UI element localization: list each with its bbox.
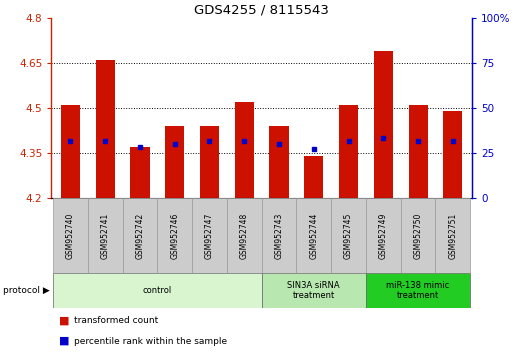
Bar	[297, 198, 331, 273]
Text: SIN3A siRNA
treatment: SIN3A siRNA treatment	[287, 281, 340, 300]
Text: miR-138 mimic
treatment: miR-138 mimic treatment	[386, 281, 450, 300]
Text: protocol ▶: protocol ▶	[3, 286, 49, 295]
Bar	[123, 198, 157, 273]
Text: GSM952740: GSM952740	[66, 212, 75, 259]
Text: GSM952751: GSM952751	[448, 212, 457, 258]
Text: GSM952741: GSM952741	[101, 212, 110, 258]
Bar	[130, 147, 149, 198]
Bar	[165, 126, 184, 198]
Bar	[95, 60, 115, 198]
Text: control: control	[143, 286, 172, 295]
Text: transformed count: transformed count	[74, 316, 159, 325]
Text: ■: ■	[59, 336, 69, 346]
Bar	[53, 273, 262, 308]
Text: GSM952748: GSM952748	[240, 212, 249, 258]
Bar	[61, 105, 80, 198]
Bar	[408, 105, 428, 198]
Bar	[262, 273, 366, 308]
Bar	[234, 102, 254, 198]
Bar	[374, 51, 393, 198]
Bar	[269, 126, 289, 198]
Bar	[339, 105, 358, 198]
Bar	[262, 198, 297, 273]
Text: GSM952745: GSM952745	[344, 212, 353, 259]
Text: GSM952744: GSM952744	[309, 212, 318, 259]
Text: GSM952743: GSM952743	[274, 212, 284, 259]
Title: GDS4255 / 8115543: GDS4255 / 8115543	[194, 4, 329, 17]
Bar	[88, 198, 123, 273]
Bar	[366, 198, 401, 273]
Bar	[157, 198, 192, 273]
Text: percentile rank within the sample: percentile rank within the sample	[74, 337, 227, 346]
Text: GSM952749: GSM952749	[379, 212, 388, 259]
Bar	[436, 198, 470, 273]
Bar	[227, 198, 262, 273]
Bar	[401, 198, 436, 273]
Text: GSM952746: GSM952746	[170, 212, 179, 259]
Text: GSM952742: GSM952742	[135, 212, 145, 258]
Bar	[366, 273, 470, 308]
Bar	[443, 111, 462, 198]
Text: ■: ■	[59, 316, 69, 326]
Bar	[192, 198, 227, 273]
Bar	[331, 198, 366, 273]
Bar	[200, 126, 219, 198]
Bar	[53, 198, 88, 273]
Text: GSM952747: GSM952747	[205, 212, 214, 259]
Bar	[304, 156, 323, 198]
Text: GSM952750: GSM952750	[413, 212, 423, 259]
